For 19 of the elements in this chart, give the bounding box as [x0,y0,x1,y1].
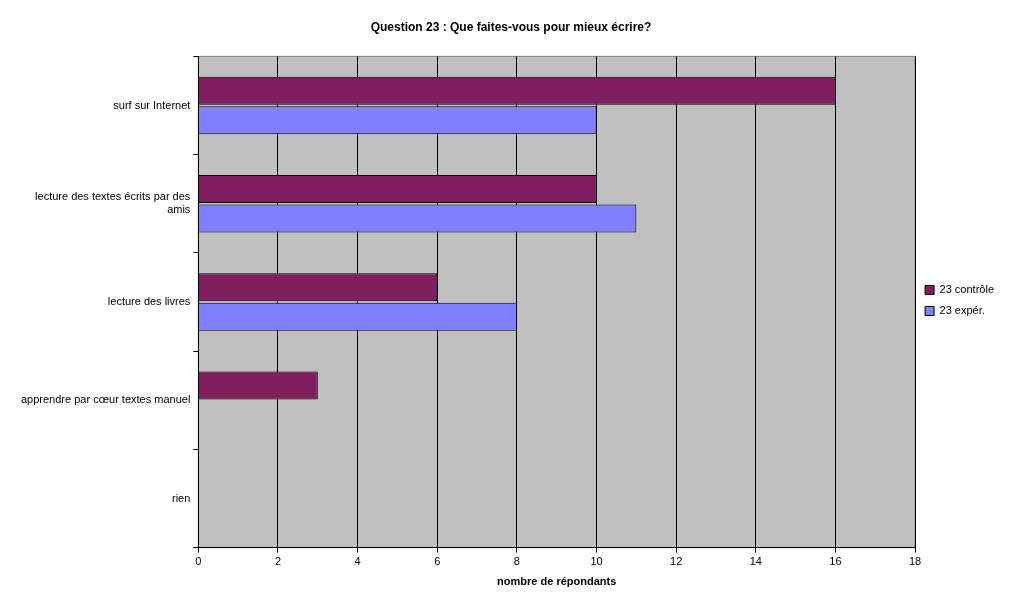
y-tick-label: lecture des textes écrits par des amis [35,190,191,216]
x-tick-label: 8 [513,555,520,568]
legend-label: 23 expér. [939,304,985,317]
x-tick-label: 18 [908,555,922,568]
x-tick-label: 12 [670,555,683,568]
x-tick-label: 14 [749,555,762,568]
x-tick-label: 0 [195,555,202,568]
legend-label: 23 contrôle [939,283,995,296]
y-tick-label: rien [172,491,191,504]
x-tick-label: 4 [354,555,361,568]
x-axis-title: nombre de répondants [497,575,617,588]
y-tick-label: surf sur Internet [113,98,191,111]
y-tick-label: apprendre par cœur textes manuel [20,393,191,406]
x-tick-label: 2 [274,555,282,568]
x-tick-label: 6 [434,555,441,568]
y-tick-label: lecture des livres [107,295,191,308]
chart-title: Question 23 : Que faites-vous pour mieux écrire? [370,19,652,34]
x-tick-label: 16 [829,555,842,568]
x-tick-label: 10 [590,555,603,568]
